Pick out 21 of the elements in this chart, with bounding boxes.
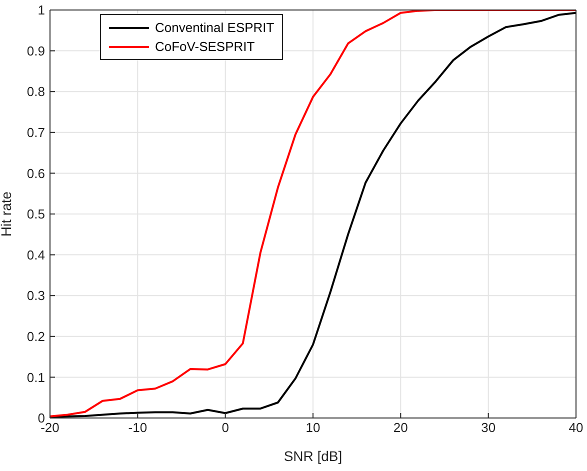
x-tick-label: -10 (128, 420, 148, 436)
y-tick-label: 0.1 (26, 370, 45, 385)
x-tick-label: 40 (568, 420, 584, 436)
x-tick-label: 10 (306, 420, 320, 436)
x-tick-label: 20 (393, 420, 408, 436)
y-tick-label: 0.3 (26, 288, 45, 304)
y-tick-label: 0.9 (26, 43, 45, 58)
x-tick-label: 0 (222, 420, 229, 436)
y-tick-label: 0 (38, 410, 45, 426)
y-tick-label: 0.7 (26, 125, 45, 140)
x-axis-title: SNR [dB] (284, 448, 342, 464)
y-tick-label: 0.8 (26, 84, 45, 100)
y-tick-label: 0.6 (26, 166, 45, 181)
y-tick-label: 0.4 (26, 247, 45, 262)
x-tick-label: 30 (481, 420, 496, 436)
y-axis-title: Hit rate (0, 191, 14, 237)
legend-label: Conventinal ESPRIT (155, 19, 274, 37)
legend-label: CoFoV-SESPRIT (155, 38, 255, 56)
y-tick-label: 0.5 (26, 206, 45, 222)
y-tick-label: 1 (38, 2, 45, 18)
y-tick-label: 0.2 (26, 329, 45, 344)
